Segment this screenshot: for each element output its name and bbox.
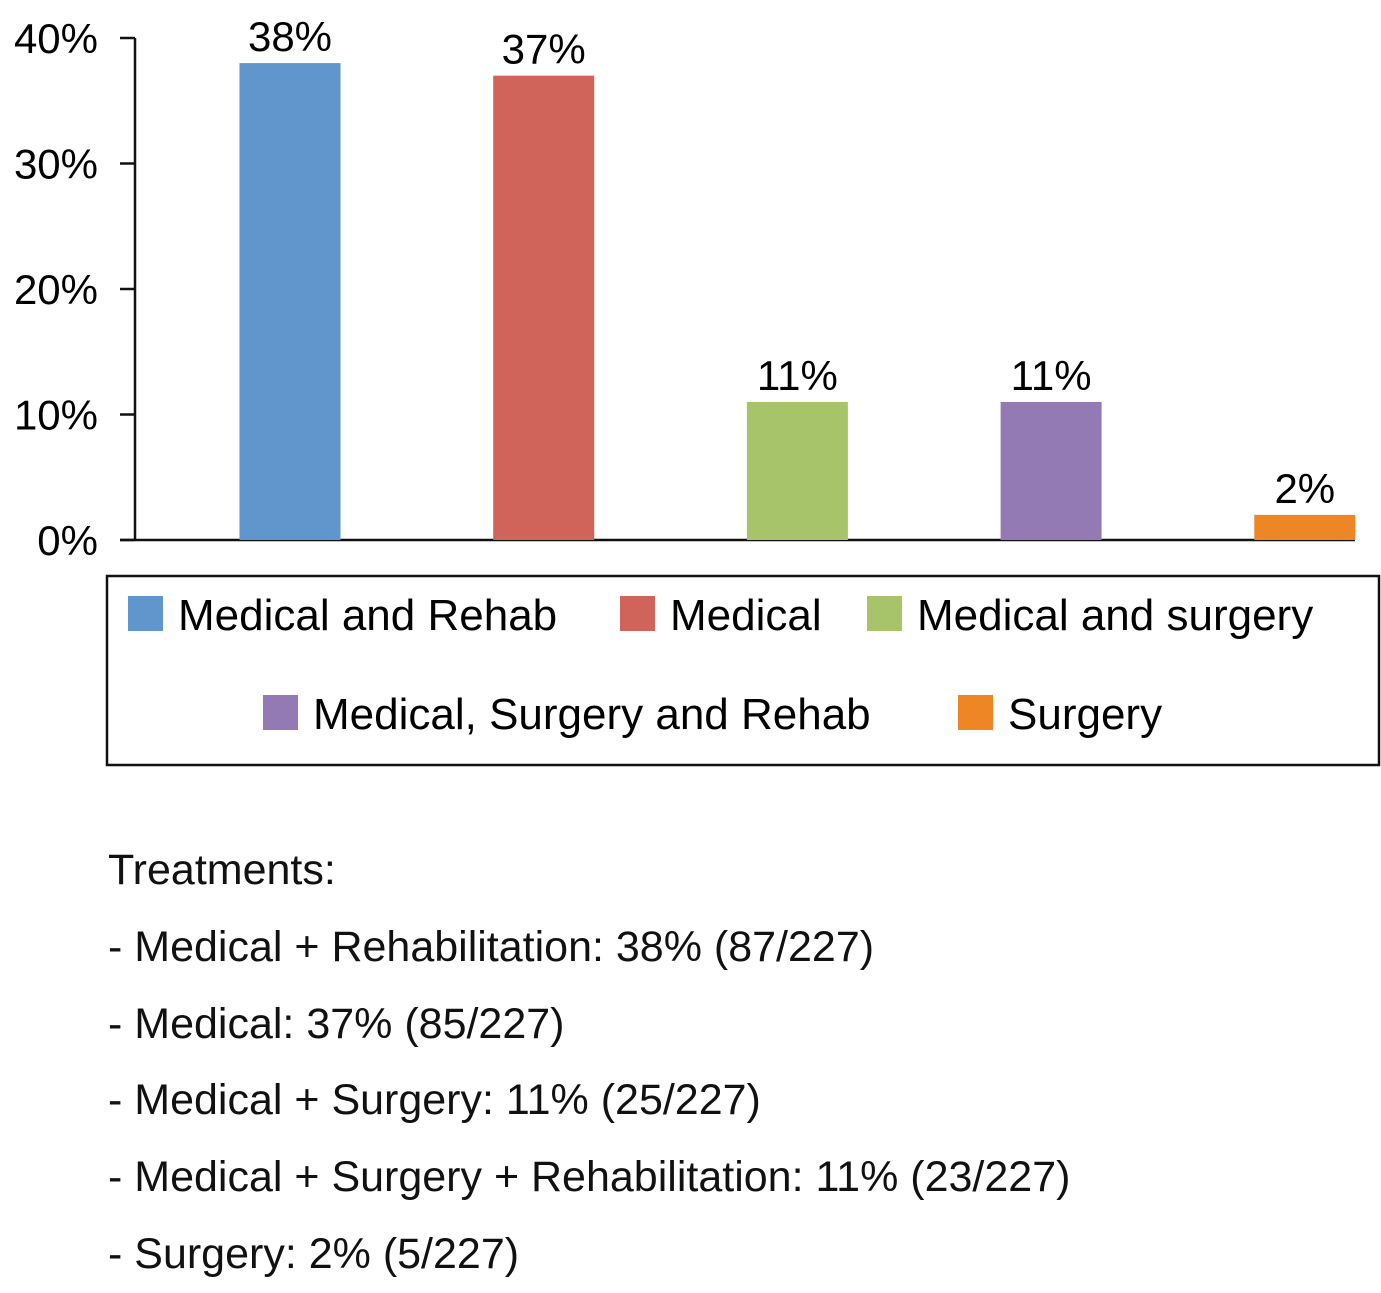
legend-swatch — [958, 695, 993, 730]
legend-label: Medical, Surgery and Rehab — [313, 690, 871, 739]
data-label: 11% — [757, 352, 838, 399]
bar-5 — [1254, 514, 1356, 540]
bar-1 — [239, 63, 341, 540]
bar-3 — [746, 401, 848, 540]
bar-2 — [493, 75, 595, 541]
legend-label: Medical and Rehab — [178, 591, 557, 640]
y-tick-label: 40% — [14, 15, 98, 62]
data-label: 2% — [1274, 465, 1335, 512]
legend-swatch — [620, 596, 655, 631]
legend-swatch — [867, 596, 902, 631]
bar-4 — [1000, 401, 1102, 540]
treatment-notes: Treatments: - Medical + Rehabilitation: … — [108, 832, 1070, 1293]
y-tick-label: 20% — [14, 266, 98, 313]
data-label: 38% — [248, 13, 332, 60]
legend-swatch — [263, 695, 298, 730]
y-tick-label: 10% — [14, 392, 98, 439]
legend-label: Medical — [670, 591, 822, 640]
notes-line: - Medical: 37% (85/227) — [108, 999, 565, 1048]
legend-label: Surgery — [1008, 690, 1162, 739]
notes-line: - Medical + Surgery + Rehabilitation: 11… — [108, 1153, 1071, 1202]
data-label: 11% — [1011, 352, 1092, 399]
legend-box — [105, 574, 1381, 767]
y-tick-label: 30% — [14, 141, 98, 188]
data-label: 37% — [502, 26, 586, 73]
legend-swatch — [128, 596, 163, 631]
notes-line: - Medical + Rehabilitation: 38% (87/227) — [108, 922, 875, 971]
legend-label: Medical and surgery — [917, 591, 1313, 640]
notes-heading: Treatments: — [108, 846, 336, 894]
notes-line: - Medical + Surgery: 11% (25/227) — [108, 1076, 761, 1125]
bar-chart: 0% 10% 20% 30% 40% 38% 37% 11% 11% 2% Medical and … — [14, 13, 1381, 767]
y-tick-label: 0% — [37, 517, 98, 564]
notes-line: - Surgery: 2% (5/227) — [108, 1229, 520, 1278]
